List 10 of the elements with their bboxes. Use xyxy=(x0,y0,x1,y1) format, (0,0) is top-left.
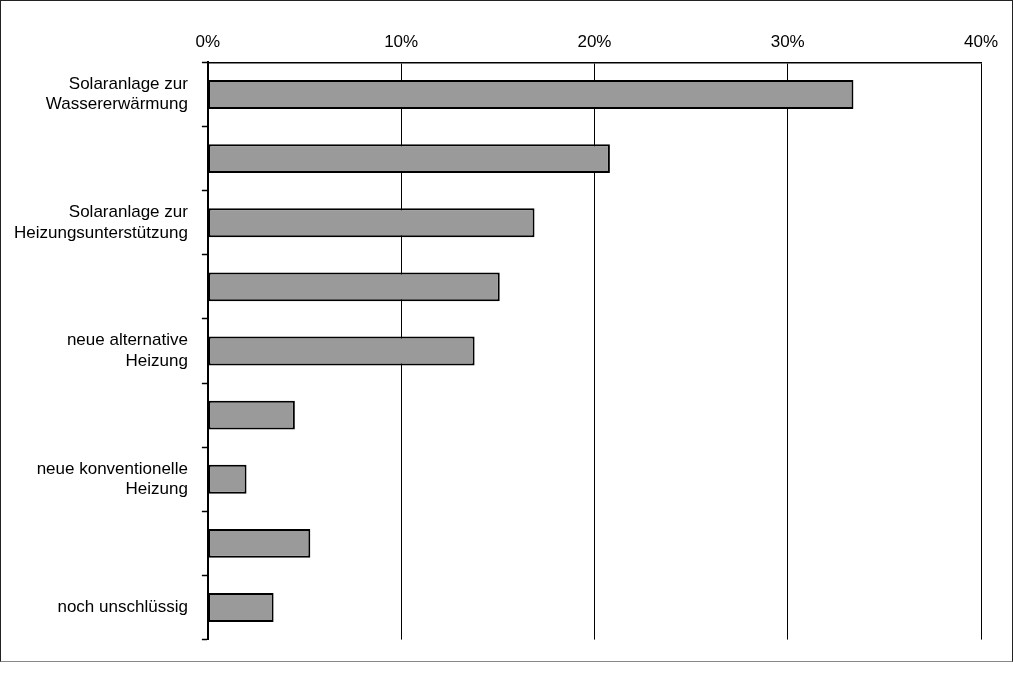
x-tick-label: 10% xyxy=(384,31,419,51)
x-tick-label: 0% xyxy=(195,31,221,51)
y-tick-label: neue alternative Heizung xyxy=(66,330,188,370)
y-tick-label: noch unschlüssig xyxy=(57,597,188,617)
y-tick-label: Solaranlage zur Heizungsunterstützung xyxy=(13,202,189,242)
x-tick-label: 20% xyxy=(577,31,612,51)
y-tick-label: Solaranlage zur Wassererwärmung xyxy=(45,73,189,114)
x-tick-label: 30% xyxy=(770,31,805,51)
x-tick-label: 40% xyxy=(963,31,999,51)
y-tick-label: neue konventionelle Heizung xyxy=(36,458,188,499)
